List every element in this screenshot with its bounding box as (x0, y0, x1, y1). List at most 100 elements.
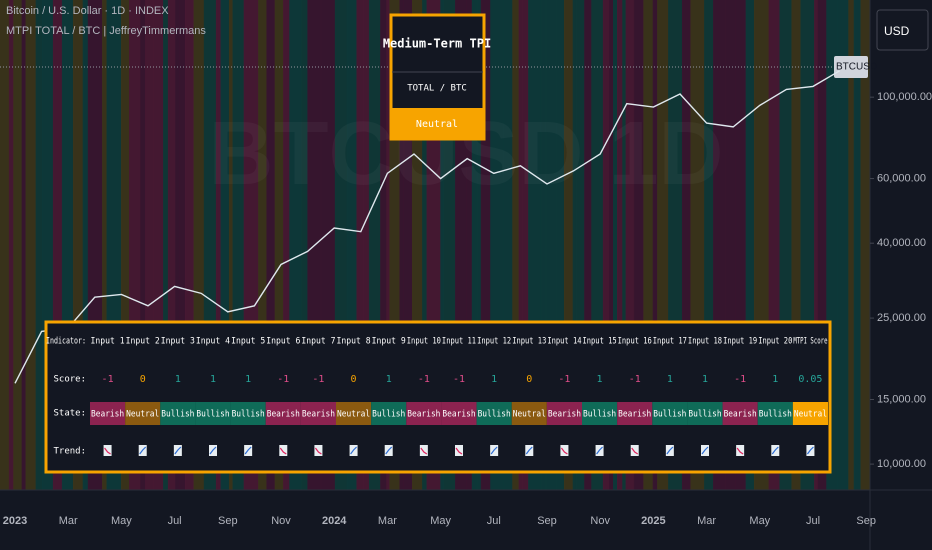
icon-line (139, 446, 147, 455)
stripe (0, 0, 10, 490)
trend-icon (701, 445, 709, 456)
score: 0 (140, 374, 146, 385)
column-header: Input 4 (196, 337, 230, 347)
stripe (412, 0, 423, 490)
state: Bullish (478, 410, 511, 420)
trend-icon (595, 445, 604, 456)
stripe (817, 0, 827, 490)
stripe (503, 0, 513, 490)
stripe (153, 0, 164, 490)
trend-icon (419, 445, 428, 456)
stripe (363, 0, 370, 490)
stripe (179, 0, 186, 490)
state: Neutral (337, 410, 370, 420)
state-cell (371, 402, 407, 425)
stripe (129, 0, 141, 490)
trend-icon (490, 445, 499, 456)
symbol-title: Bitcoin / U.S. Dollar · 1D · INDEX (6, 5, 169, 17)
trend-icon (244, 445, 253, 456)
stripe (725, 0, 736, 490)
x-tick-label: 2025 (641, 515, 665, 527)
stripe (584, 0, 592, 490)
state-cell (652, 402, 688, 425)
stripe (283, 0, 290, 490)
stripe (215, 0, 222, 490)
icon-line (314, 447, 322, 455)
stripe (768, 0, 780, 490)
trend-icon (384, 445, 393, 456)
icon-line (385, 446, 393, 455)
state-cell (230, 402, 266, 425)
stripe (572, 0, 577, 490)
column-header: Input 7 (301, 337, 335, 347)
score: 1 (210, 374, 216, 385)
state-cell (511, 402, 547, 425)
stripe (175, 0, 180, 490)
column-header: Input 16 (618, 337, 652, 347)
trend-icon (173, 445, 182, 456)
stripe (232, 0, 245, 490)
x-tick-label: Nov (590, 515, 610, 527)
row-label: Trend: (53, 447, 86, 457)
stripe (399, 0, 405, 490)
icon-line (455, 447, 463, 455)
stripe (266, 0, 276, 490)
stripe (220, 0, 230, 490)
tpi-state: Neutral (416, 119, 458, 130)
score: 1 (245, 374, 251, 385)
column-header: MTPI Score (793, 337, 827, 347)
stripe (602, 0, 610, 490)
stripe (480, 0, 491, 490)
stripe (704, 0, 714, 490)
column-header: Input 13 (512, 337, 546, 347)
column-header: Input 18 (688, 337, 722, 347)
icon-bg (630, 445, 639, 456)
stripe (837, 0, 849, 490)
stripe (455, 0, 467, 490)
state: Neutral (126, 410, 159, 420)
x-tick-label: May (111, 515, 132, 527)
state: Bearish (618, 410, 651, 420)
stripe (471, 0, 478, 490)
score: -1 (102, 374, 114, 385)
table-body: Indicator: Score: State: Trend: Input 1 -1 Bea… (46, 337, 828, 457)
trend-icon (279, 445, 288, 456)
column-header: Input 15 (583, 337, 617, 347)
x-tick-label: May (430, 515, 451, 527)
stripe (609, 0, 614, 490)
state: Bearish (407, 410, 440, 420)
state-cell (336, 402, 372, 425)
stripe (625, 0, 635, 490)
state: Bullish (232, 410, 265, 420)
trend-icon (630, 445, 639, 456)
state: Bullish (583, 410, 616, 420)
column-header: Input 17 (653, 337, 687, 347)
state-cell (687, 402, 723, 425)
column-header: Input 3 (161, 337, 195, 347)
icon-line (596, 446, 603, 455)
trend-icon (771, 445, 780, 456)
stripe (422, 0, 428, 490)
stripe (8, 0, 14, 490)
stripe (476, 0, 482, 490)
stripe (102, 0, 108, 490)
score: 1 (597, 374, 603, 385)
state-cell (125, 402, 161, 425)
stripe (82, 0, 89, 490)
stripe (613, 0, 618, 490)
column-header: Input 2 (126, 337, 160, 347)
state-cell (476, 402, 512, 425)
score: 1 (702, 374, 708, 385)
x-tick-label: Nov (271, 515, 291, 527)
stripe (633, 0, 644, 490)
state: Bullish (372, 410, 405, 420)
icon-bg (455, 445, 463, 456)
icon-line (631, 447, 639, 455)
column-header: Input 6 (266, 337, 300, 347)
time-axis (0, 490, 932, 550)
trend-icon (209, 445, 217, 456)
currency-box[interactable] (876, 9, 929, 51)
stripe (545, 0, 557, 490)
icon-line (525, 446, 533, 455)
